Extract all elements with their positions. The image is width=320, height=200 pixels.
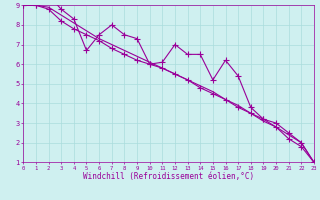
X-axis label: Windchill (Refroidissement éolien,°C): Windchill (Refroidissement éolien,°C) bbox=[83, 172, 254, 181]
